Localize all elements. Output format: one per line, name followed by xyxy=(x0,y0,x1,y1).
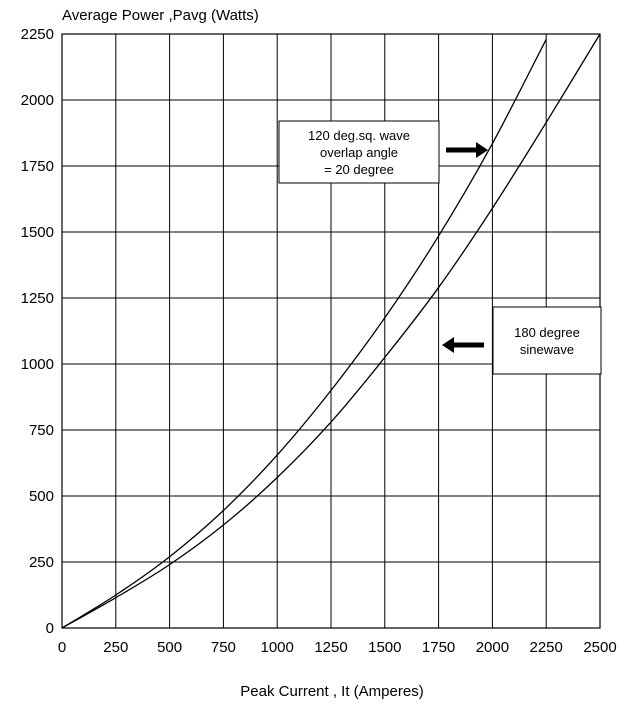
y-tick-label: 1750 xyxy=(21,158,54,175)
x-tick-label: 1000 xyxy=(261,639,294,656)
x-tick-label: 250 xyxy=(103,639,128,656)
x-tick-label: 2500 xyxy=(583,639,616,656)
arrowhead-left-icon xyxy=(442,337,454,353)
x-tick-label: 500 xyxy=(157,639,182,656)
x-tick-label: 750 xyxy=(211,639,236,656)
y-tick-label: 1000 xyxy=(21,356,54,373)
annotation-text: overlap angle xyxy=(320,145,398,160)
annotation-text: sinewave xyxy=(520,342,574,357)
arrowhead-right-icon xyxy=(476,142,488,158)
series-line-square-wave xyxy=(61,38,547,629)
y-tick-label: 1250 xyxy=(21,290,54,307)
x-tick-label: 1500 xyxy=(368,639,401,656)
x-tick-label: 0 xyxy=(58,639,66,656)
annotations: 120 deg.sq. wave overlap angle = 20 degree… xyxy=(278,120,602,375)
y-tick-label: 750 xyxy=(29,422,54,439)
y-tick-label: 0 xyxy=(46,620,54,637)
y-tick-label: 1500 xyxy=(21,224,54,241)
annotation-box-square-wave xyxy=(278,120,440,184)
y-tick-label: 250 xyxy=(29,554,54,571)
annotation-text: 180 degree xyxy=(514,325,580,340)
y-axis-title: Average Power ,Pavg (Watts) xyxy=(62,7,259,24)
x-tick-label: 2250 xyxy=(530,639,563,656)
tick-labels: 0 250 500 750 1000 1250 1500 1750 2000 2250 2500 0 2… xyxy=(21,26,617,656)
annotation-text: = 20 degree xyxy=(324,162,394,177)
series-line-sinewave xyxy=(61,33,601,629)
series-lines xyxy=(61,33,601,629)
y-tick-label: 2000 xyxy=(21,92,54,109)
x-tick-label: 2000 xyxy=(476,639,509,656)
annotation-box-sinewave xyxy=(492,306,602,375)
x-axis-title: Peak Current , It (Amperes) xyxy=(240,683,423,700)
y-tick-label: 500 xyxy=(29,488,54,505)
x-tick-label: 1250 xyxy=(314,639,347,656)
y-tick-label: 2250 xyxy=(21,26,54,43)
x-tick-label: 1750 xyxy=(422,639,455,656)
annotation-text: 120 deg.sq. wave xyxy=(308,128,410,143)
